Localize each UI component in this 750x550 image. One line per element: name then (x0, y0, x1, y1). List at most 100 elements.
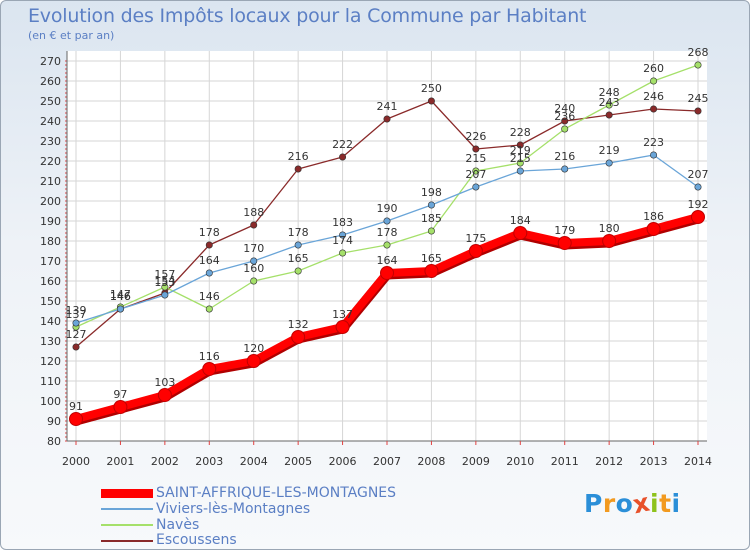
data-point (291, 330, 306, 344)
data-label: 139 (66, 304, 87, 317)
data-label: 198 (421, 186, 442, 199)
data-label: 178 (377, 226, 398, 239)
data-point (472, 145, 480, 153)
data-label: 179 (554, 224, 575, 237)
data-label: 246 (643, 90, 664, 103)
data-point (602, 234, 617, 248)
legend-label-viviers: Viviers-lès-Montagnes (156, 501, 311, 517)
data-point (161, 283, 169, 291)
data-point (72, 319, 80, 327)
data-point (516, 167, 524, 175)
data-label: 132 (288, 318, 309, 331)
y-tick-label: 110 (40, 375, 61, 388)
y-tick-label: 140 (40, 315, 61, 328)
data-point (694, 183, 702, 191)
y-tick-label: 270 (40, 55, 61, 68)
x-tick-label: 2014 (684, 455, 712, 468)
data-label: 153 (154, 276, 175, 289)
data-label: 116 (199, 350, 220, 363)
data-label: 180 (599, 222, 620, 235)
data-point (294, 267, 302, 275)
y-tick-label: 170 (40, 255, 61, 268)
data-point (516, 159, 524, 167)
data-point (383, 217, 391, 225)
data-point (116, 305, 124, 313)
data-point (427, 97, 435, 105)
y-tick-label: 210 (40, 175, 61, 188)
data-label: 146 (110, 290, 131, 303)
data-label: 165 (288, 252, 309, 265)
data-point (250, 277, 258, 285)
data-point (561, 165, 569, 173)
data-label: 215 (510, 152, 531, 165)
data-label: 178 (288, 226, 309, 239)
data-point (561, 125, 569, 133)
x-tick-label: 2000 (62, 455, 90, 468)
y-tick-label: 190 (40, 215, 61, 228)
data-point (250, 257, 258, 265)
data-label: 223 (643, 136, 664, 149)
data-label: 184 (510, 214, 531, 227)
x-tick-label: 2005 (284, 455, 312, 468)
data-point (468, 244, 483, 258)
data-point (383, 241, 391, 249)
data-point (202, 362, 217, 376)
data-label: 120 (243, 342, 264, 355)
data-label: 137 (332, 308, 353, 321)
data-label: 165 (421, 252, 442, 265)
data-label: 226 (465, 130, 486, 143)
x-tick-label: 2013 (640, 455, 668, 468)
data-label: 188 (243, 206, 264, 219)
data-point (427, 227, 435, 235)
y-tick-label: 120 (40, 355, 61, 368)
data-label: 146 (110, 290, 131, 303)
x-tick-label: 2012 (595, 455, 623, 468)
data-point (561, 117, 569, 125)
x-tick-label: 2006 (329, 455, 357, 468)
data-label: 240 (554, 102, 575, 115)
x-tick-label: 2002 (151, 455, 179, 468)
data-labels: 91 97 103 116 120 132 137 164 165 175 184 179 180 186… (66, 46, 709, 413)
data-label: 207 (465, 168, 486, 181)
data-point (650, 151, 658, 159)
y-tick-label: 80 (47, 435, 61, 448)
y-tick-label: 100 (40, 395, 61, 408)
data-label: 154 (154, 274, 175, 287)
legend-label-naves: Navès (156, 517, 200, 533)
data-point (294, 165, 302, 173)
data-label: 170 (243, 242, 264, 255)
data-point (427, 201, 435, 209)
data-point (472, 167, 480, 175)
axes: 8090100110120130140150160170180190200210… (40, 51, 712, 468)
data-label: 164 (377, 254, 398, 267)
data-point (694, 107, 702, 115)
data-point (335, 320, 350, 334)
data-label: 190 (377, 202, 398, 215)
data-label: 146 (199, 290, 220, 303)
data-point (339, 153, 347, 161)
chart-title: Evolution des Impôts locaux pour la Comm… (28, 5, 587, 27)
chart-subtitle: (en € et par an) (28, 29, 115, 42)
legend-swatch-saint-affrique (101, 489, 153, 498)
data-point (605, 111, 613, 119)
data-label: 245 (688, 92, 709, 105)
series-layer (69, 61, 705, 426)
legend-swatch-escoussens (101, 540, 153, 542)
data-point (339, 249, 347, 257)
data-point (205, 241, 213, 249)
data-point (472, 183, 480, 191)
legend-swatch-naves (101, 524, 153, 526)
data-label: 185 (421, 212, 442, 225)
y-tick-label: 240 (40, 115, 61, 128)
proxiti-logo: Proxiti (584, 488, 681, 520)
data-point (72, 343, 80, 351)
legend-label-saint-affrique: SAINT-AFFRIQUE-LES-MONTAGNES (156, 485, 397, 501)
logo-letter: P (584, 489, 603, 518)
data-point (650, 77, 658, 85)
data-point (383, 115, 391, 123)
legend-label-escoussens: Escoussens (156, 532, 237, 548)
y-tick-label: 180 (40, 235, 61, 248)
data-label: 228 (510, 126, 531, 139)
data-label: 219 (599, 144, 620, 157)
data-point (516, 141, 524, 149)
